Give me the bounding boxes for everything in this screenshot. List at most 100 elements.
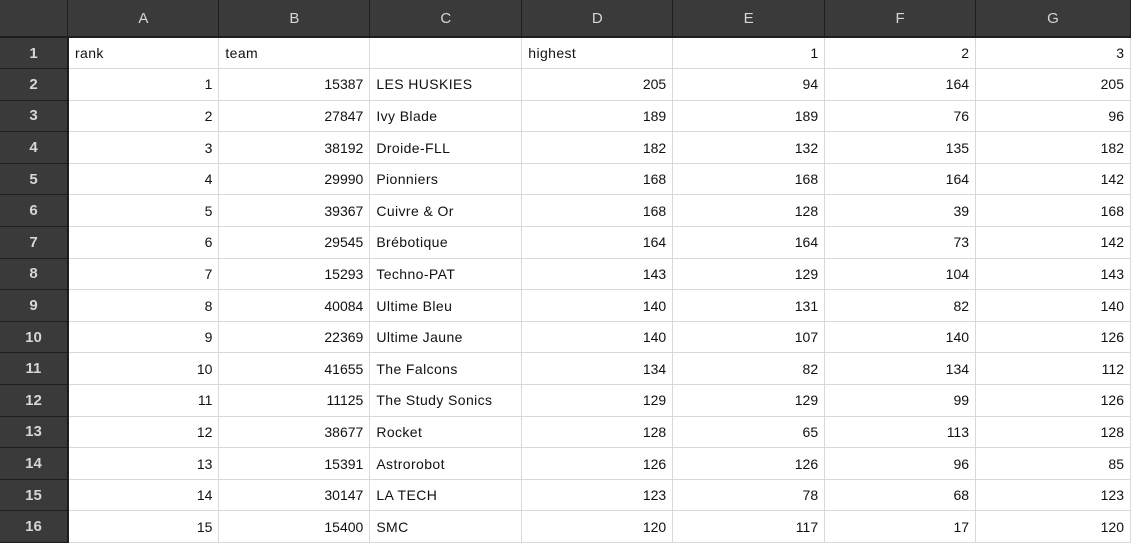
column-header-c[interactable]: C: [369, 0, 523, 38]
cell[interactable]: 38192: [218, 131, 371, 164]
cell[interactable]: 15387: [218, 68, 371, 101]
cell[interactable]: 128: [975, 416, 1131, 449]
cell[interactable]: 94: [672, 68, 826, 101]
cell[interactable]: 168: [521, 163, 674, 196]
row-header[interactable]: 7: [0, 226, 69, 259]
cell[interactable]: 15: [67, 510, 220, 543]
cell[interactable]: 41655: [218, 352, 371, 386]
row-header[interactable]: 1: [0, 37, 69, 70]
cell[interactable]: 131: [672, 289, 826, 322]
cell[interactable]: 142: [975, 226, 1131, 259]
column-header-g[interactable]: G: [975, 0, 1131, 38]
cell[interactable]: 134: [824, 352, 977, 386]
row-header[interactable]: 4: [0, 131, 69, 164]
cell[interactable]: 7: [67, 258, 220, 291]
cell[interactable]: 134: [521, 352, 674, 386]
cell[interactable]: 140: [521, 289, 674, 322]
cell[interactable]: Astrorobot: [369, 447, 523, 480]
cell[interactable]: 205: [975, 68, 1131, 101]
cell[interactable]: SMC: [369, 510, 523, 543]
cell[interactable]: 2: [67, 100, 220, 133]
row-header[interactable]: 16: [0, 510, 69, 543]
cell[interactable]: 82: [824, 289, 977, 322]
column-header-b[interactable]: B: [218, 0, 371, 38]
cell[interactable]: 22369: [218, 321, 371, 354]
row-header[interactable]: 11: [0, 352, 69, 386]
cell[interactable]: The Falcons: [369, 352, 523, 386]
cell[interactable]: 140: [521, 321, 674, 354]
cell[interactable]: 40084: [218, 289, 371, 322]
column-header-e[interactable]: E: [672, 0, 826, 38]
cell[interactable]: 73: [824, 226, 977, 259]
cell[interactable]: 168: [521, 194, 674, 228]
row-header[interactable]: 9: [0, 289, 69, 322]
select-all-corner[interactable]: [0, 0, 69, 38]
cell[interactable]: 189: [672, 100, 826, 133]
cell[interactable]: The Study Sonics: [369, 384, 523, 417]
column-header-a[interactable]: A: [67, 0, 220, 38]
cell[interactable]: 164: [824, 68, 977, 101]
cell[interactable]: 112: [975, 352, 1131, 386]
row-header[interactable]: 2: [0, 68, 69, 101]
cell[interactable]: 182: [521, 131, 674, 164]
cell[interactable]: 13: [67, 447, 220, 480]
cell[interactable]: Ultime Jaune: [369, 321, 523, 354]
row-header[interactable]: 14: [0, 447, 69, 480]
cell[interactable]: 123: [521, 479, 674, 512]
cell[interactable]: 12: [67, 416, 220, 449]
cell[interactable]: highest: [521, 37, 674, 70]
cell[interactable]: 99: [824, 384, 977, 417]
cell[interactable]: LA TECH: [369, 479, 523, 512]
cell[interactable]: 140: [975, 289, 1131, 322]
cell[interactable]: Brébotique: [369, 226, 523, 259]
cell[interactable]: 9: [67, 321, 220, 354]
cell[interactable]: 6: [67, 226, 220, 259]
cell[interactable]: 123: [975, 479, 1131, 512]
cell[interactable]: 120: [975, 510, 1131, 543]
cell[interactable]: 129: [672, 258, 826, 291]
cell[interactable]: Ivy Blade: [369, 100, 523, 133]
cell[interactable]: 1: [672, 37, 826, 70]
cell[interactable]: 164: [824, 163, 977, 196]
cell[interactable]: 128: [672, 194, 826, 228]
cell[interactable]: LES HUSKIES: [369, 68, 523, 101]
cell[interactable]: 15391: [218, 447, 371, 480]
cell[interactable]: 205: [521, 68, 674, 101]
cell[interactable]: 8: [67, 289, 220, 322]
row-header[interactable]: 5: [0, 163, 69, 196]
row-header[interactable]: 13: [0, 416, 69, 449]
cell[interactable]: 78: [672, 479, 826, 512]
cell[interactable]: 5: [67, 194, 220, 228]
cell[interactable]: 11: [67, 384, 220, 417]
cell[interactable]: 164: [521, 226, 674, 259]
cell[interactable]: 96: [824, 447, 977, 480]
cell[interactable]: 182: [975, 131, 1131, 164]
cell[interactable]: 168: [672, 163, 826, 196]
cell[interactable]: 140: [824, 321, 977, 354]
cell[interactable]: 29990: [218, 163, 371, 196]
cell[interactable]: 129: [521, 384, 674, 417]
cell[interactable]: 4: [67, 163, 220, 196]
cell[interactable]: 39: [824, 194, 977, 228]
cell[interactable]: 85: [975, 447, 1131, 480]
cell[interactable]: 126: [672, 447, 826, 480]
cell[interactable]: 164: [672, 226, 826, 259]
cell[interactable]: Pionniers: [369, 163, 523, 196]
cell[interactable]: 168: [975, 194, 1131, 228]
cell[interactable]: 1: [67, 68, 220, 101]
cell[interactable]: 135: [824, 131, 977, 164]
cell[interactable]: 39367: [218, 194, 371, 228]
cell[interactable]: 15400: [218, 510, 371, 543]
cell[interactable]: 126: [975, 321, 1131, 354]
cell[interactable]: Rocket: [369, 416, 523, 449]
row-header[interactable]: 12: [0, 384, 69, 417]
cell[interactable]: 128: [521, 416, 674, 449]
cell[interactable]: 126: [975, 384, 1131, 417]
cell[interactable]: Ultime Bleu: [369, 289, 523, 322]
row-header[interactable]: 6: [0, 194, 69, 228]
cell[interactable]: 68: [824, 479, 977, 512]
row-header[interactable]: 10: [0, 321, 69, 354]
cell[interactable]: 2: [824, 37, 977, 70]
cell[interactable]: 27847: [218, 100, 371, 133]
cell[interactable]: 10: [67, 352, 220, 386]
